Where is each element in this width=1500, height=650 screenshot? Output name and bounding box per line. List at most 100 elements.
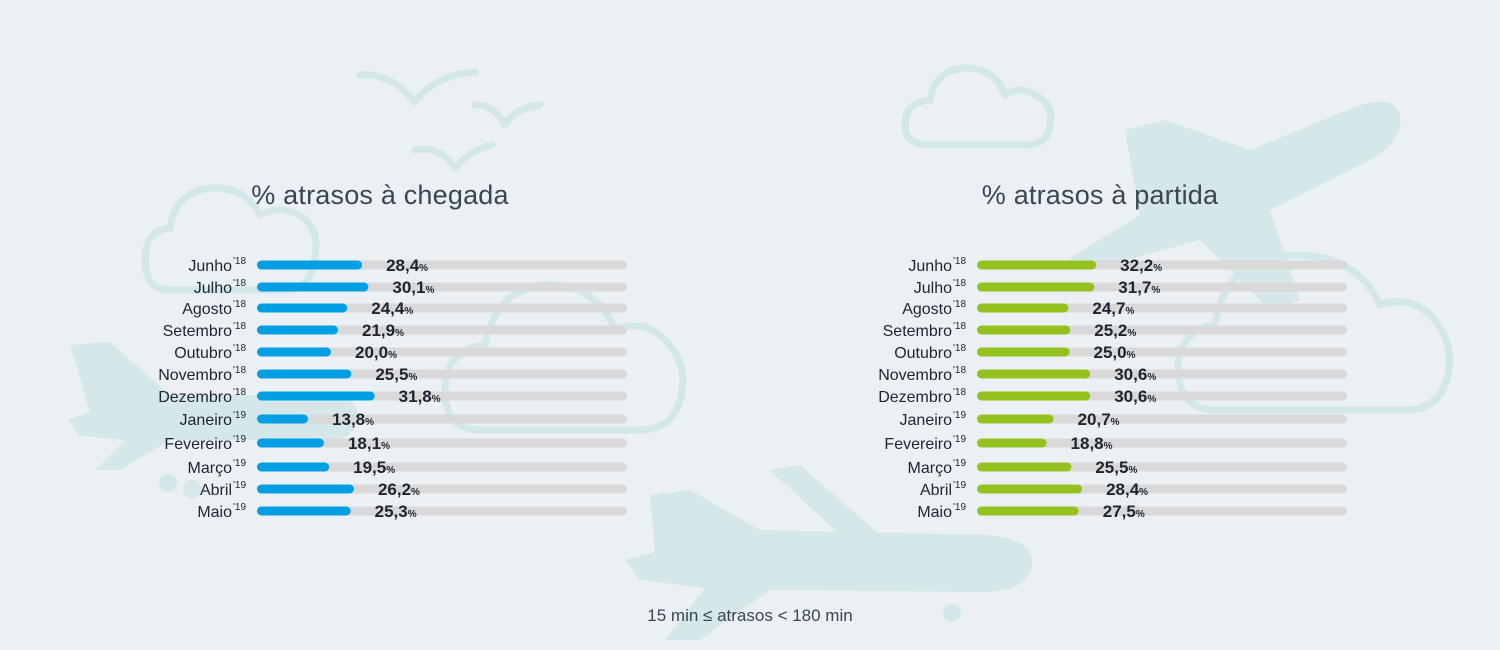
category-year-label: '18 — [953, 343, 966, 354]
bar-track — [977, 438, 1347, 448]
data-label: 18,1% — [348, 434, 390, 453]
bar — [257, 303, 348, 313]
data-label: 20,7% — [1078, 410, 1120, 429]
data-label-unit: % — [1127, 328, 1136, 339]
bar-track — [257, 325, 627, 335]
bar — [977, 303, 1069, 313]
data-label: 19,5% — [353, 458, 395, 477]
category-year-label: '18 — [233, 299, 246, 310]
category-label: Maio — [917, 504, 952, 521]
data-label-unit: % — [1136, 509, 1145, 520]
bar — [257, 325, 339, 335]
plane-icon — [68, 342, 359, 470]
data-label: 30,1% — [392, 278, 434, 297]
data-label-unit: % — [411, 487, 420, 498]
data-label-unit: % — [381, 441, 390, 452]
category-label: Fevereiro — [164, 436, 232, 453]
data-label-unit: % — [365, 417, 374, 428]
category-label: Outubro — [174, 345, 232, 362]
data-label-unit: % — [386, 465, 395, 476]
bar — [977, 506, 1079, 516]
data-label: 26,2% — [378, 480, 420, 499]
data-label: 31,7% — [1118, 278, 1160, 297]
bar-track — [977, 303, 1347, 313]
arrival-delays-panel: % atrasos à chegada Junho '18 28,4% Julho '1… — [100, 0, 660, 650]
category-year-label: '18 — [233, 256, 246, 267]
data-label-unit: % — [1139, 487, 1148, 498]
category-label: Novembro — [878, 367, 952, 384]
data-label: 18,8% — [1071, 434, 1113, 453]
bar — [977, 325, 1071, 335]
bar — [257, 347, 331, 357]
bar — [257, 391, 375, 401]
bar — [257, 369, 352, 379]
data-label: 20,0% — [355, 343, 397, 362]
bar — [977, 484, 1083, 494]
bar — [977, 438, 1047, 448]
category-label: Junho — [908, 258, 952, 275]
category-label: Dezembro — [878, 389, 952, 406]
bar — [977, 260, 1097, 270]
data-label-unit: % — [432, 394, 441, 405]
category-year-label: '19 — [233, 434, 246, 445]
bar-track — [257, 347, 627, 357]
data-label: 25,2% — [1094, 321, 1136, 340]
category-label: Fevereiro — [884, 436, 952, 453]
category-label: Março — [908, 460, 953, 477]
bird-icon — [356, 68, 544, 172]
category-year-label: '18 — [953, 299, 966, 310]
data-label-unit: % — [1153, 263, 1162, 274]
data-label: 31,8% — [399, 387, 441, 406]
data-label-unit: % — [1128, 465, 1137, 476]
category-year-label: '19 — [233, 480, 246, 491]
data-label: 13,8% — [332, 410, 374, 429]
data-label: 25,5% — [375, 365, 417, 384]
departure-delays-chart: Junho '18 32,2%Julho '18 31,7%Agosto '18 24,7%… — [878, 256, 1347, 521]
category-year-label: '18 — [233, 343, 246, 354]
bar — [257, 260, 363, 270]
bar — [257, 462, 330, 472]
category-label: Maio — [197, 504, 232, 521]
cloud-icon — [141, 184, 320, 294]
category-year-label: '19 — [953, 458, 966, 469]
data-label: 24,7% — [1092, 299, 1134, 318]
category-label: Janeiro — [180, 412, 233, 429]
data-label-unit: % — [1125, 306, 1134, 317]
category-label: Julho — [194, 280, 232, 297]
plane-icon — [1070, 101, 1401, 311]
bar-track — [257, 438, 627, 448]
data-label-unit: % — [395, 328, 404, 339]
category-label: Setembro — [163, 323, 232, 340]
category-year-label: '19 — [953, 434, 966, 445]
category-year-label: '19 — [233, 410, 246, 421]
category-label: Julho — [914, 280, 952, 297]
chart-title: % atrasos à chegada — [251, 180, 509, 210]
bar — [977, 347, 1070, 357]
data-label-unit: % — [408, 509, 417, 520]
bar — [977, 414, 1054, 424]
data-label-unit: % — [1147, 394, 1156, 405]
category-year-label: '19 — [953, 502, 966, 513]
arrival-delays-chart: Junho '18 28,4%Julho '18 30,1%Agosto '18 24,4%… — [158, 256, 627, 521]
category-year-label: '18 — [953, 321, 966, 332]
data-label: 25,3% — [375, 502, 417, 521]
plane-icon — [625, 465, 1033, 640]
category-year-label: '18 — [953, 387, 966, 398]
category-year-label: '19 — [953, 410, 966, 421]
data-label: 32,2% — [1120, 256, 1162, 275]
bar — [257, 414, 309, 424]
data-label: 24,4% — [371, 299, 413, 318]
category-year-label: '19 — [233, 458, 246, 469]
bar — [977, 391, 1091, 401]
category-year-label: '18 — [953, 278, 966, 289]
data-label: 30,6% — [1114, 365, 1156, 384]
chart-title: % atrasos à partida — [981, 180, 1219, 210]
data-label: 30,6% — [1114, 387, 1156, 406]
data-label-unit: % — [408, 372, 417, 383]
category-label: Setembro — [883, 323, 952, 340]
bar-track — [257, 462, 627, 472]
departure-delays-panel: % atrasos à partida Junho '18 32,2% Julho '1… — [820, 0, 1380, 650]
data-label-unit: % — [1111, 417, 1120, 428]
category-year-label: '18 — [233, 321, 246, 332]
bar — [257, 506, 351, 516]
